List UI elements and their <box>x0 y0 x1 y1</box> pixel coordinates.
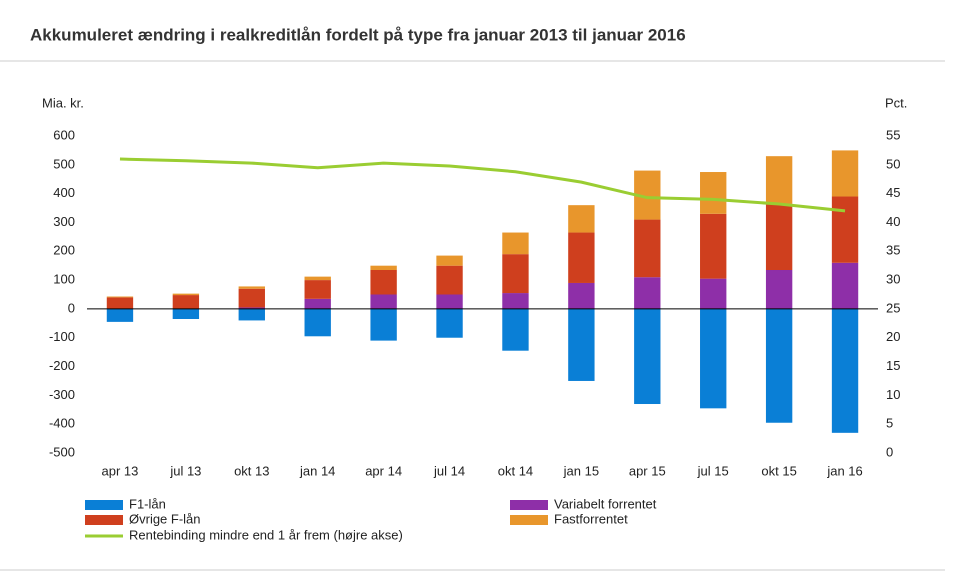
bar-segment <box>502 254 529 294</box>
y2-tick-label: 35 <box>886 243 900 258</box>
bar-segment <box>172 293 200 296</box>
y2-tick-label: 55 <box>886 127 900 142</box>
bar-segment <box>106 296 134 298</box>
bar-segment <box>568 308 595 381</box>
bar-segment <box>700 172 727 214</box>
bar-segment <box>831 196 859 263</box>
y2-tick-label: 45 <box>886 185 900 200</box>
y2-tick-label: 5 <box>886 416 893 431</box>
bar-segment <box>765 308 793 423</box>
bar-segment <box>370 308 397 341</box>
bar-segment <box>172 308 200 319</box>
y-tick-label: 100 <box>53 272 75 287</box>
bar-segment <box>172 295 200 309</box>
bar-segment <box>370 265 397 271</box>
x-tick-label: jan 14 <box>299 463 335 478</box>
bar-segment <box>502 232 529 255</box>
legend-label: Øvrige F-lån <box>129 511 201 526</box>
y-tick-label: -400 <box>49 416 75 431</box>
x-tick-label: jul 14 <box>433 463 465 478</box>
bar-segment <box>304 308 331 337</box>
x-tick-label: jan 15 <box>563 463 599 478</box>
bar-segment <box>765 203 793 271</box>
bar-segment <box>700 308 727 409</box>
y2-tick-label: 40 <box>886 214 900 229</box>
y-tick-label: 0 <box>68 300 75 315</box>
legend-label: Rentebinding mindre end 1 år frem (højre… <box>129 527 403 542</box>
legend-swatch <box>510 500 548 510</box>
y-tick-label: -300 <box>49 387 75 402</box>
bar-segment <box>304 298 331 309</box>
bar-segment <box>831 150 859 197</box>
bar-segment <box>238 288 265 308</box>
bar-segment <box>634 277 661 309</box>
y-tick-label: 600 <box>53 127 75 142</box>
bar-segment <box>238 307 265 309</box>
bar-segment <box>765 270 793 309</box>
y-tick-label: 300 <box>53 214 75 229</box>
bar-segment <box>765 156 793 204</box>
x-tick-label: jul 13 <box>169 463 201 478</box>
bar-segment <box>106 297 134 309</box>
y-tick-label: -200 <box>49 358 75 373</box>
bar-segment <box>831 262 859 309</box>
y-axis-label: Mia. kr. <box>42 95 84 110</box>
y-tick-label: -100 <box>49 329 75 344</box>
y2-tick-label: 50 <box>886 156 900 171</box>
x-tick-label: okt 13 <box>234 463 269 478</box>
line-series <box>119 157 846 213</box>
chart-title: Akkumuleret ændring i realkreditlån ford… <box>30 25 686 44</box>
bar-segment <box>436 255 463 266</box>
bar-segment <box>634 308 661 405</box>
y2-tick-label: 25 <box>886 300 900 315</box>
bar-segment <box>568 282 595 309</box>
y-tick-label: 500 <box>53 156 75 171</box>
bar-segment <box>304 280 331 299</box>
bar-segment <box>634 219 661 278</box>
bar-segment <box>502 293 529 309</box>
x-tick-label: apr 15 <box>629 463 666 478</box>
x-tick-label: okt 15 <box>761 463 796 478</box>
legend-label: Fastforrentet <box>554 511 628 526</box>
legend-label: Variabelt forrentet <box>554 496 657 511</box>
x-tick-label: jul 15 <box>697 463 729 478</box>
bar-segment <box>304 276 331 281</box>
y2-tick-label: 15 <box>886 358 900 373</box>
y2-axis-label: Pct. <box>885 95 907 110</box>
bar-segment <box>568 232 595 283</box>
bar-segment <box>370 270 397 295</box>
legend-swatch <box>510 515 548 525</box>
y-tick-label: 400 <box>53 185 75 200</box>
bar-segment <box>436 308 463 338</box>
y2-tick-label: 30 <box>886 272 900 287</box>
bar-segment <box>700 278 727 309</box>
y-tick-label: -500 <box>49 444 75 459</box>
legend-swatch <box>85 500 123 510</box>
y2-tick-label: 0 <box>886 444 893 459</box>
legend-label: F1-lån <box>129 496 166 511</box>
bar-segment <box>106 308 134 322</box>
bar-segment <box>502 308 529 351</box>
bar-segment <box>436 265 463 295</box>
x-tick-label: okt 14 <box>498 463 533 478</box>
x-tick-label: apr 13 <box>102 463 139 478</box>
bar-segment <box>238 286 265 289</box>
y-tick-label: 200 <box>53 243 75 258</box>
x-tick-label: jan 16 <box>826 463 862 478</box>
bar-segment <box>370 294 397 309</box>
x-tick-label: apr 14 <box>365 463 402 478</box>
bar-segment <box>700 213 727 279</box>
bar-segment <box>238 308 265 321</box>
bar-segment <box>831 308 859 433</box>
bar-segment <box>568 205 595 233</box>
y2-tick-label: 10 <box>886 387 900 402</box>
bar-segment <box>436 294 463 309</box>
y2-tick-label: 20 <box>886 329 900 344</box>
legend-swatch <box>85 515 123 525</box>
